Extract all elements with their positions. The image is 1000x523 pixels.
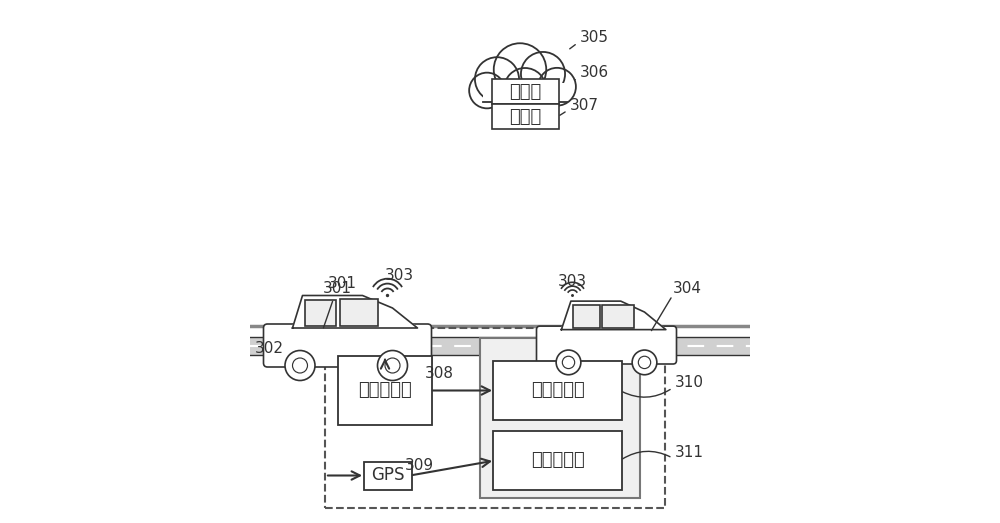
Text: 311: 311 [675,445,704,460]
Circle shape [572,295,573,296]
FancyBboxPatch shape [602,305,634,328]
Circle shape [387,294,388,297]
Circle shape [285,350,315,381]
FancyBboxPatch shape [304,300,336,326]
Text: 305: 305 [580,30,609,45]
FancyBboxPatch shape [480,338,640,498]
FancyBboxPatch shape [492,79,558,104]
FancyBboxPatch shape [264,324,432,367]
FancyBboxPatch shape [493,431,622,490]
Text: 其他传感器: 其他传感器 [358,381,412,400]
Text: 304: 304 [672,281,702,296]
Text: GPS: GPS [371,467,404,484]
FancyBboxPatch shape [340,299,378,326]
Text: 云存储: 云存储 [509,108,541,126]
Text: 云处理: 云处理 [509,83,541,101]
FancyBboxPatch shape [338,356,432,425]
FancyBboxPatch shape [493,361,622,420]
Text: 302: 302 [255,341,284,356]
Text: 309: 309 [405,459,434,473]
Text: 308: 308 [425,366,454,381]
Text: 303: 303 [385,268,414,283]
Text: 307: 307 [570,97,599,112]
Circle shape [378,350,408,381]
Text: 306: 306 [580,65,609,80]
Text: 303: 303 [558,274,587,289]
Text: 310: 310 [675,375,704,390]
Text: 车载处理器: 车载处理器 [531,381,584,400]
FancyBboxPatch shape [536,326,676,364]
FancyBboxPatch shape [483,83,567,102]
Text: 301: 301 [328,276,356,291]
Text: 车载存储器: 车载存储器 [531,451,584,470]
FancyBboxPatch shape [492,105,558,129]
Polygon shape [561,301,666,329]
Circle shape [556,350,581,375]
Text: 301: 301 [322,281,352,328]
FancyBboxPatch shape [573,305,600,328]
Circle shape [632,350,657,375]
FancyBboxPatch shape [364,461,412,490]
FancyBboxPatch shape [250,336,750,355]
Polygon shape [292,295,418,328]
